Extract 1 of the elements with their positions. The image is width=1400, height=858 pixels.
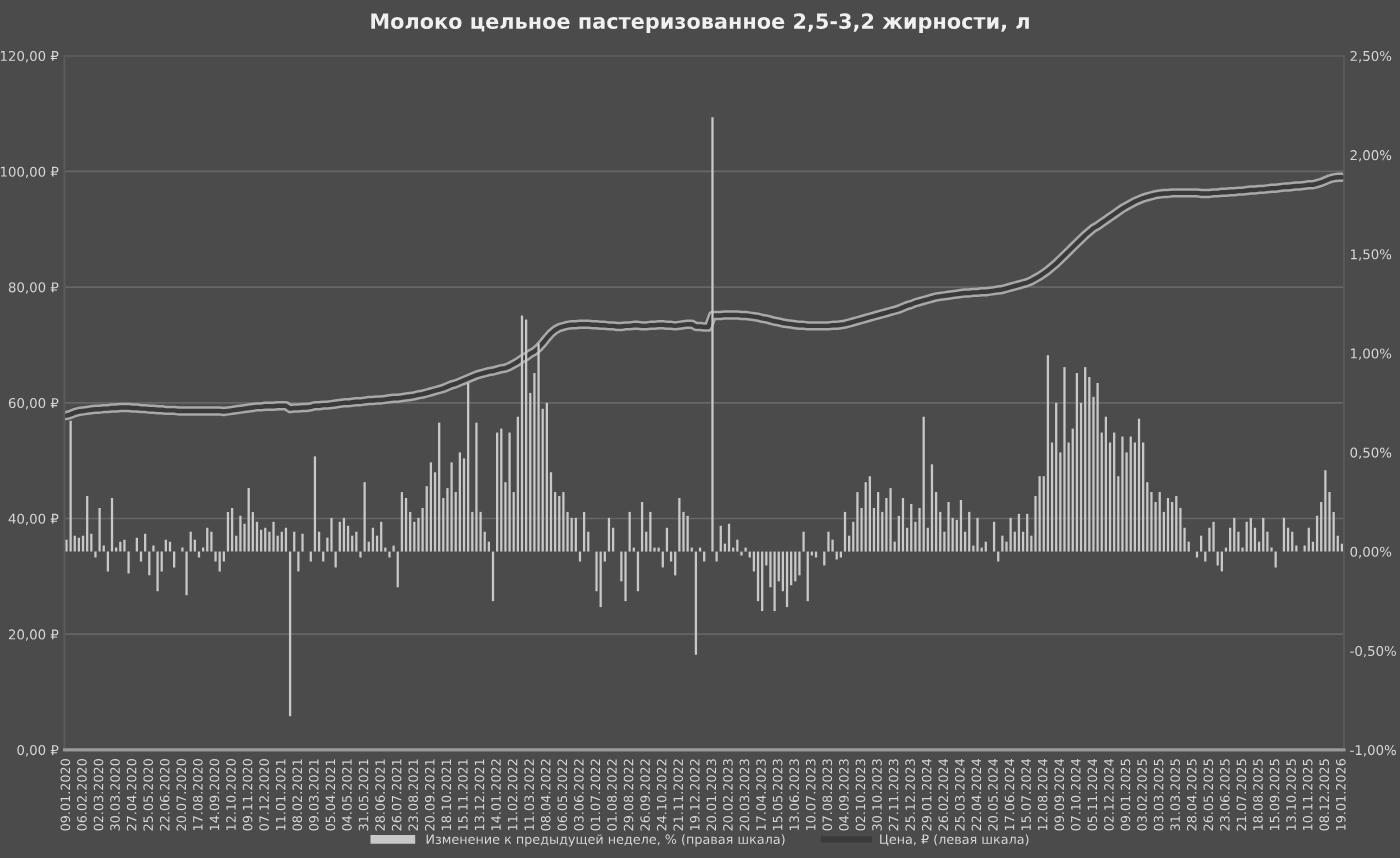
chart-title: Молоко цельное пастеризованное 2,5-3,2 жирности, л — [371, 13, 1029, 34]
